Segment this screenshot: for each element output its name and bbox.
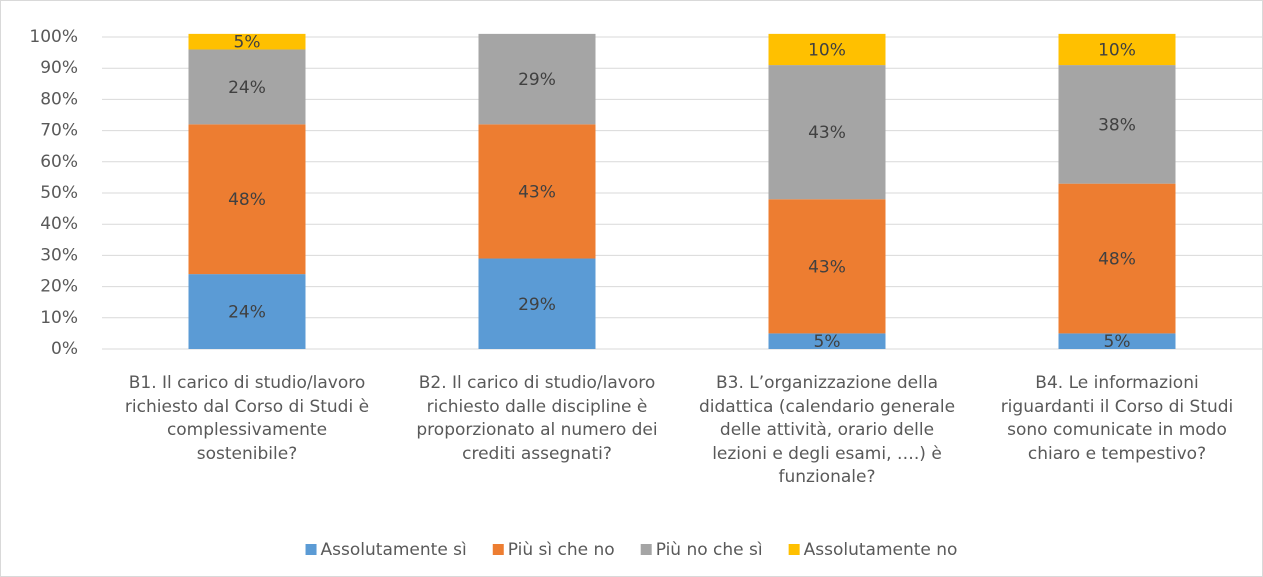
data-label: 24%	[228, 303, 266, 323]
x-tick-label: B1. Il carico di studio/lavoro richiesto…	[124, 373, 370, 464]
bar-segment	[1058, 333, 1176, 349]
bar-segment	[188, 33, 306, 50]
x-tick-label: B4. Le informazioni riguardanti il Corso…	[1000, 373, 1234, 464]
bar-segment	[768, 333, 886, 349]
data-label: 5%	[814, 332, 841, 352]
data-label: 29%	[518, 295, 556, 315]
data-label: 5%	[1104, 332, 1131, 352]
y-tick-label: 60%	[40, 152, 78, 172]
data-label: 5%	[234, 33, 261, 53]
bar-segment	[768, 65, 886, 200]
bar-segment	[478, 124, 596, 259]
y-tick-label: 90%	[40, 58, 78, 78]
legend-swatch	[640, 544, 652, 555]
y-tick-label: 100%	[29, 27, 78, 47]
bar-segment	[478, 33, 596, 125]
legend-swatch	[305, 544, 317, 555]
data-label: 43%	[808, 123, 846, 143]
bar-segment	[768, 199, 886, 334]
x-tick-label: B3. L’organizzazione della didattica (ca…	[698, 373, 956, 487]
y-tick-label: 10%	[40, 308, 78, 328]
legend-label: Assolutamente no	[804, 540, 958, 560]
legend-swatch	[788, 544, 800, 555]
bar-segment	[1058, 183, 1176, 334]
legend-swatch	[492, 544, 504, 555]
data-label: 10%	[808, 40, 846, 60]
data-label: 24%	[228, 78, 266, 98]
data-label: 10%	[1098, 40, 1136, 60]
data-label: 48%	[228, 190, 266, 210]
y-tick-label: 50%	[40, 183, 78, 203]
data-label: 38%	[1098, 115, 1136, 135]
y-tick-label: 30%	[40, 245, 78, 265]
y-tick-label: 80%	[40, 89, 78, 109]
legend-label: Assolutamente sì	[321, 540, 467, 560]
x-tick-label: B2. Il carico di studio/lavoro richiesto…	[416, 373, 658, 464]
y-tick-label: 20%	[40, 277, 78, 297]
data-label: 48%	[1098, 250, 1136, 270]
bar-segment	[478, 258, 596, 349]
legend-label: Più no che sì	[656, 540, 763, 560]
bar-segment	[188, 49, 306, 125]
data-label: 43%	[518, 182, 556, 202]
bar-segment	[188, 274, 306, 349]
bar-segment	[768, 33, 886, 66]
data-label: 43%	[808, 257, 846, 277]
legend-label: Più sì che no	[508, 540, 615, 560]
y-tick-label: 40%	[40, 214, 78, 234]
bar-segment	[1058, 65, 1176, 184]
data-label: 29%	[518, 70, 556, 90]
y-tick-label: 0%	[51, 339, 78, 359]
bar-segment	[188, 124, 306, 275]
y-tick-label: 70%	[40, 121, 78, 141]
bar-segment	[1058, 33, 1176, 66]
